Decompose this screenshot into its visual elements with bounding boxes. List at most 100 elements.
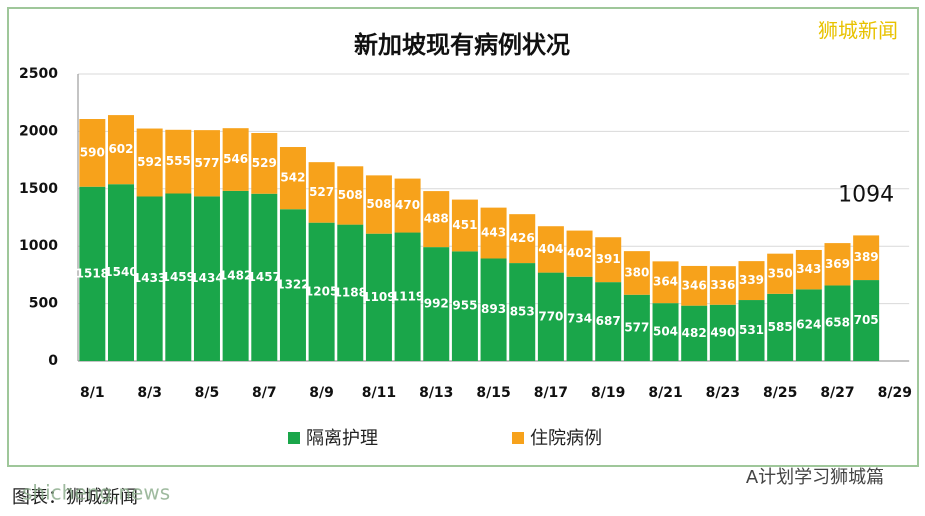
y-tick-label: 0 bbox=[48, 353, 58, 369]
bar-segment bbox=[222, 128, 249, 191]
data-label: 531 bbox=[739, 323, 764, 337]
data-label: 734 bbox=[567, 311, 592, 325]
data-label: 470 bbox=[395, 198, 420, 212]
x-tick-label: 8/29 bbox=[878, 385, 912, 401]
y-tick-label: 1500 bbox=[19, 181, 58, 197]
data-label: 451 bbox=[452, 218, 477, 232]
chart-title: 新加坡现有病例状况 bbox=[354, 31, 570, 59]
bar-segment bbox=[79, 186, 106, 361]
bar-segment bbox=[136, 128, 163, 197]
bar-segment bbox=[509, 214, 536, 264]
x-tick-label: 8/9 bbox=[309, 385, 334, 401]
data-label: 546 bbox=[223, 152, 248, 166]
bar-segment bbox=[681, 305, 708, 361]
x-tick-label: 8/11 bbox=[362, 385, 396, 401]
data-label: 1434 bbox=[190, 271, 223, 285]
data-label: 402 bbox=[567, 246, 592, 260]
x-tick-label: 8/1 bbox=[80, 385, 105, 401]
x-tick-label: 8/3 bbox=[137, 385, 162, 401]
x-tick-label: 8/17 bbox=[534, 385, 568, 401]
x-tick-label: 8/25 bbox=[763, 385, 797, 401]
bar-segment bbox=[709, 266, 736, 305]
bar-segment bbox=[279, 147, 306, 210]
bar-segment bbox=[107, 115, 134, 185]
data-label: 542 bbox=[280, 171, 305, 185]
bar-segment bbox=[394, 232, 421, 361]
bar-segment bbox=[738, 300, 765, 361]
bar-segment bbox=[767, 293, 794, 361]
bar-segment bbox=[738, 261, 765, 301]
data-label: 687 bbox=[596, 314, 621, 328]
data-label: 508 bbox=[338, 188, 363, 202]
data-label: 992 bbox=[424, 297, 449, 311]
bar-segment bbox=[595, 237, 622, 283]
bar-segment bbox=[222, 190, 249, 361]
data-label: 346 bbox=[682, 278, 707, 292]
data-label: 577 bbox=[194, 156, 219, 170]
bar-segment bbox=[394, 178, 421, 233]
data-label: 555 bbox=[166, 154, 191, 168]
data-label: 364 bbox=[653, 275, 678, 289]
data-label: 1459 bbox=[162, 270, 195, 284]
bar-segment bbox=[795, 249, 822, 290]
bar-segment bbox=[652, 261, 679, 304]
bar-segment bbox=[279, 209, 306, 361]
data-label: 1205 bbox=[305, 284, 338, 298]
data-label: 490 bbox=[710, 325, 735, 339]
bar-segment bbox=[193, 196, 220, 361]
x-tick-label: 8/13 bbox=[419, 385, 453, 401]
bar-segment bbox=[308, 162, 335, 223]
bar-segment bbox=[423, 191, 450, 248]
watermark: A计划学习狮城篇 bbox=[746, 467, 884, 488]
bar-segment bbox=[451, 199, 478, 252]
x-tick-label: 8/27 bbox=[820, 385, 854, 401]
bar-segment bbox=[365, 233, 392, 361]
x-tick-label: 8/5 bbox=[195, 385, 220, 401]
data-label: 426 bbox=[510, 231, 535, 245]
legend-label: 住院病例 bbox=[530, 428, 602, 449]
data-label: 658 bbox=[825, 316, 850, 330]
data-label: 1322 bbox=[276, 278, 309, 292]
data-label: 853 bbox=[510, 305, 535, 319]
bar-segment bbox=[193, 130, 220, 197]
data-label: 391 bbox=[596, 252, 621, 266]
bar-segment bbox=[824, 243, 851, 286]
data-label: 443 bbox=[481, 226, 506, 240]
data-label: 1188 bbox=[334, 285, 367, 299]
x-tick-label: 8/23 bbox=[706, 385, 740, 401]
data-label: 527 bbox=[309, 185, 334, 199]
bar-segment bbox=[79, 119, 106, 187]
data-label: 369 bbox=[825, 257, 850, 271]
y-tick-label: 1000 bbox=[19, 238, 58, 254]
data-label: 1109 bbox=[362, 290, 395, 304]
data-label: 389 bbox=[854, 250, 879, 264]
bar-segment bbox=[767, 253, 794, 294]
data-label: 585 bbox=[768, 320, 793, 334]
data-label: 705 bbox=[854, 313, 879, 327]
data-label: 592 bbox=[137, 155, 162, 169]
data-label: 1518 bbox=[76, 266, 109, 280]
legend-swatch bbox=[288, 432, 300, 444]
x-tick-label: 8/7 bbox=[252, 385, 277, 401]
bar-segment bbox=[853, 235, 880, 281]
bar-segment bbox=[251, 133, 278, 194]
bar-segment bbox=[566, 230, 593, 277]
bar-segment bbox=[681, 265, 708, 306]
bar-segment bbox=[165, 129, 192, 194]
y-tick-label: 2000 bbox=[19, 123, 58, 139]
data-label: 350 bbox=[768, 266, 793, 280]
data-label: 602 bbox=[108, 142, 133, 156]
watermark: shicheng.news bbox=[22, 481, 170, 505]
data-label: 380 bbox=[624, 265, 649, 279]
data-label: 404 bbox=[538, 242, 563, 256]
data-label: 624 bbox=[796, 318, 821, 332]
bar-segment bbox=[107, 184, 134, 361]
bar-segment bbox=[824, 285, 851, 361]
bar-segment bbox=[537, 226, 564, 273]
data-label: 1119 bbox=[391, 289, 424, 303]
bar-segment bbox=[595, 282, 622, 361]
legend-label: 隔离护理 bbox=[306, 428, 378, 449]
data-label: 504 bbox=[653, 325, 678, 339]
bar-segment bbox=[136, 196, 163, 361]
bar-segment bbox=[709, 304, 736, 361]
